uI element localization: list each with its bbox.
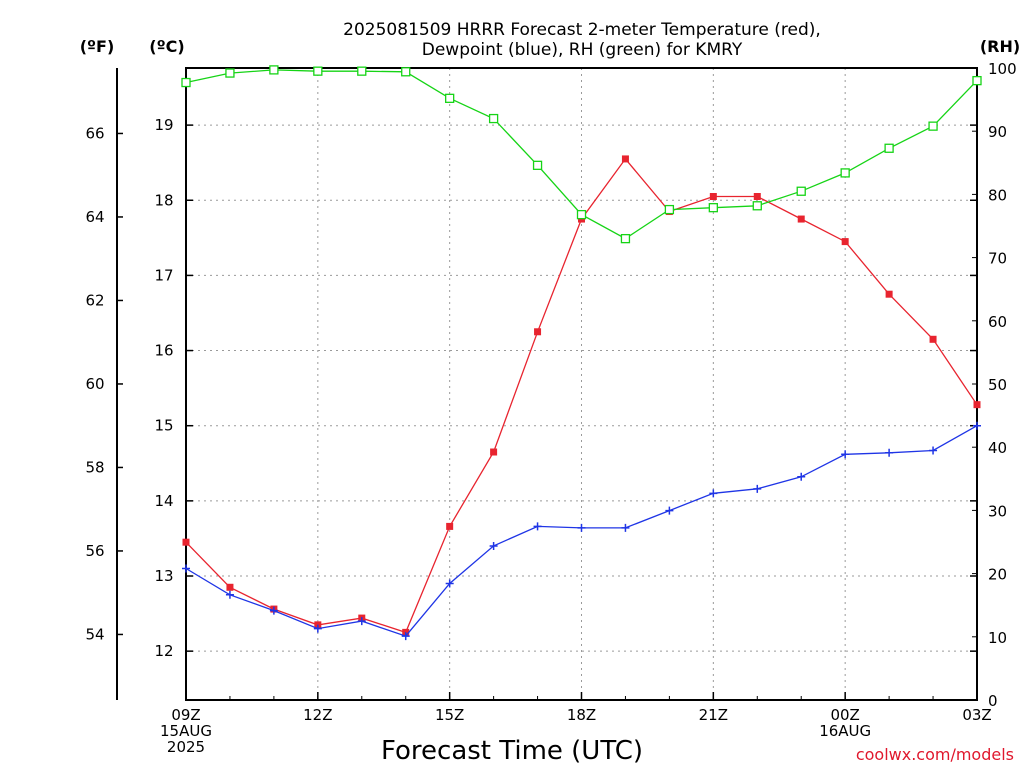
- rh-point: [445, 93, 455, 103]
- axis-ticks: 12 13 14 15 16 17 18 19 54 56 58 60 62 64 66 0 10 20 30 40 5…: [85, 60, 1016, 756]
- rh-point: [532, 160, 543, 170]
- rh-tick-label: 10: [988, 629, 1007, 647]
- rh-tick-label: 80: [988, 186, 1007, 204]
- fahrenheit-axis-unit: (ºF): [80, 37, 115, 56]
- rh-tick-label: 20: [988, 566, 1007, 584]
- rh-point: [401, 67, 411, 77]
- x-tick-label: 2025: [167, 738, 205, 756]
- rh-point: [708, 203, 718, 213]
- rh-tick-label: 40: [988, 439, 1007, 457]
- fahrenheit-tick-label: 54: [85, 625, 104, 643]
- temperature-point: [446, 522, 454, 530]
- temperature-point: [753, 193, 761, 201]
- rh-point: [181, 77, 191, 88]
- rh-tick-label: 50: [988, 376, 1007, 394]
- fahrenheit-tick-label: 66: [85, 124, 104, 142]
- rh-point: [752, 201, 762, 211]
- x-tick-label: 21Z: [699, 706, 728, 724]
- rh-point: [313, 66, 323, 76]
- plot-frame: [185, 67, 978, 701]
- x-tick-label: 16AUG: [819, 722, 871, 740]
- temperature-point: [226, 583, 234, 591]
- x-tick-label: 18Z: [567, 706, 596, 724]
- fahrenheit-tick-label: 60: [85, 375, 104, 393]
- rh-point: [928, 121, 938, 131]
- rh-point: [225, 68, 235, 78]
- rh-tick-label: 30: [988, 502, 1007, 520]
- temperature-point: [841, 238, 849, 246]
- dewpoint-point: [182, 564, 190, 573]
- x-tick-label: 12Z: [303, 706, 332, 724]
- rh-axis-unit: (RH): [980, 37, 1020, 56]
- rh-point: [840, 168, 850, 178]
- gridlines: [186, 68, 977, 700]
- rh-point: [357, 66, 367, 76]
- celsius-tick-label: 14: [154, 492, 173, 510]
- rh-tick-label: 60: [988, 313, 1007, 331]
- rh-point: [576, 209, 587, 220]
- rh-point: [269, 65, 279, 75]
- temperature-point: [490, 448, 498, 456]
- rh-point: [488, 113, 499, 124]
- fahrenheit-tick-label: 56: [85, 542, 104, 560]
- dewpoint-point: [621, 523, 630, 532]
- fahrenheit-tick-label: 62: [85, 291, 104, 309]
- rh-point: [884, 143, 894, 153]
- dewpoint-point: [665, 506, 674, 515]
- temperature-point: [885, 290, 893, 298]
- x-tick-label: 00Z: [830, 706, 859, 724]
- rh-point: [620, 233, 631, 244]
- dewpoint-point: [269, 606, 278, 615]
- temperature-point: [182, 538, 190, 546]
- dewpoint-point: [313, 624, 322, 633]
- series-layer: [181, 65, 982, 641]
- dewpoint-point: [225, 590, 234, 599]
- dewpoint-point: [445, 579, 454, 588]
- dewpoint-point: [401, 632, 410, 641]
- celsius-tick-label: 16: [154, 342, 173, 360]
- dewpoint-point: [357, 617, 366, 626]
- x-tick-label: 15AUG: [160, 722, 212, 740]
- x-tick-label: 15Z: [435, 706, 464, 724]
- temperature-point: [973, 401, 981, 409]
- celsius-axis-unit: (ºC): [149, 37, 184, 56]
- dewpoint-point: [885, 448, 894, 457]
- x-tick-label: 03Z: [962, 706, 991, 724]
- chart-title-line1: 2025081509 HRRR Forecast 2-meter Tempera…: [343, 20, 821, 40]
- dewpoint-point: [929, 446, 938, 455]
- dewpoint-point: [709, 489, 718, 498]
- rh-point: [972, 75, 982, 86]
- temperature-point: [621, 155, 629, 163]
- dewpoint-point: [753, 484, 762, 493]
- dewpoint-point: [533, 522, 542, 531]
- fahrenheit-tick-label: 58: [85, 458, 104, 476]
- temperature-point: [797, 215, 805, 223]
- rh-tick-label: 90: [988, 123, 1007, 141]
- temperature-point: [534, 328, 542, 336]
- dewpoint-point: [973, 421, 981, 430]
- celsius-tick-label: 13: [154, 567, 173, 585]
- celsius-tick-label: 15: [154, 417, 173, 435]
- rh-tick-label: 70: [988, 250, 1007, 268]
- celsius-tick-label: 19: [154, 116, 173, 134]
- rh-tick-label: 100: [988, 60, 1017, 78]
- dewpoint-point: [489, 541, 498, 550]
- rh-point: [796, 186, 806, 196]
- dewpoint-point: [797, 472, 806, 481]
- celsius-tick-label: 17: [154, 266, 173, 284]
- x-axis-label: Forecast Time (UTC): [381, 736, 643, 766]
- rh-tick-label: 0: [988, 692, 998, 710]
- rh-point: [664, 204, 675, 215]
- temperature-point: [929, 335, 937, 343]
- celsius-tick-label: 12: [154, 642, 173, 660]
- celsius-tick-label: 18: [154, 191, 173, 209]
- fahrenheit-tick-label: 64: [85, 208, 104, 226]
- dewpoint-point: [577, 523, 586, 532]
- chart-title-line2: Dewpoint (blue), RH (green) for KMRY: [422, 40, 743, 60]
- credit-text: coolwx.com/models: [856, 745, 1014, 764]
- x-tick-label: 09Z: [171, 706, 200, 724]
- dewpoint-point: [841, 450, 850, 459]
- temperature-point: [709, 193, 717, 201]
